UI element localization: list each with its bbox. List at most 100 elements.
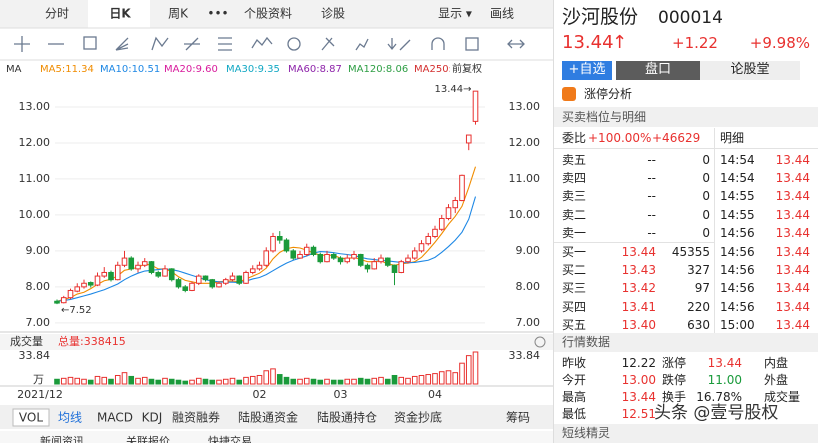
book-label: 卖三 [562, 189, 587, 204]
tick-time: 14:54 [720, 153, 755, 167]
quote-cell: 成交量 [764, 390, 801, 404]
legend-entry: MA250: [414, 64, 452, 75]
volume-bar [364, 378, 371, 385]
volume-bar [209, 379, 216, 385]
candle-body [243, 271, 249, 284]
limit-analysis[interactable]: 涨停分析 [584, 87, 633, 101]
indicator-tab[interactable]: KDJ [142, 411, 163, 425]
volume-unit: 万 [33, 373, 44, 386]
volume-bar [371, 377, 378, 385]
volume-bar [54, 378, 60, 385]
volume-bar [155, 379, 162, 385]
indicator-tab[interactable]: MACD [97, 411, 133, 425]
volume-bar [432, 373, 438, 385]
book-price: 13.44 [621, 245, 656, 259]
book-volume: 0 [702, 189, 710, 204]
tab[interactable]: 个股资料 [244, 7, 292, 21]
y-tick-label: 7.00 [516, 316, 541, 329]
volume-bar [222, 378, 229, 385]
book-label: 卖五 [562, 153, 587, 167]
tab[interactable]: 显示 ▾ [438, 7, 472, 21]
candle-body [135, 264, 141, 270]
candle-body [465, 134, 472, 144]
candle-body [249, 268, 256, 273]
section-header [554, 424, 818, 443]
y-tick-label: 9.00 [516, 244, 541, 257]
book-label: 买一 [562, 245, 587, 259]
legend-entry: MA120:8.06 [348, 64, 408, 75]
tab[interactable]: ••• [207, 7, 228, 21]
volume-header [0, 334, 553, 350]
button[interactable]: +自选 [562, 61, 612, 80]
indicator-tab[interactable]: 融资融券 [172, 410, 220, 425]
tick-price: 13.44 [775, 281, 810, 296]
section-header [554, 333, 818, 352]
volume-bar [317, 379, 324, 385]
candle-body [162, 268, 168, 277]
volume-bar [337, 379, 344, 385]
ratio: +100.00% [588, 131, 652, 145]
volume-bar [276, 374, 283, 385]
volume-bar [330, 379, 337, 385]
book-label: 买三 [562, 281, 587, 296]
volume-bar [148, 378, 155, 385]
indicator-tab[interactable]: 均线 [58, 411, 82, 425]
quote-cell: 13.00 [621, 373, 656, 387]
low-annotation: ←7.52 [61, 305, 92, 316]
tab[interactable]: 分时 [45, 7, 69, 21]
book-volume: 0 [702, 225, 710, 240]
quote-cell: 内盘 [764, 356, 789, 370]
candle-body [263, 250, 270, 266]
tick-time: 14:56 [720, 299, 755, 314]
volume-bar [128, 375, 135, 385]
y-tick-label: 11.00 [19, 172, 51, 185]
y-tick-label: 11.00 [509, 172, 541, 185]
indicator-tab[interactable]: 筹码 [506, 411, 530, 425]
bottom-tab[interactable]: 快捷交易 [208, 434, 252, 443]
candle-body [432, 228, 438, 237]
volume-bar [236, 379, 243, 385]
candle-body [236, 275, 243, 284]
candle-body [155, 271, 162, 277]
tab[interactable]: 画线 [490, 7, 514, 21]
indicator-tab[interactable]: 陆股通资金 [238, 410, 298, 425]
candle-body [222, 279, 229, 284]
volume-bar [398, 376, 405, 385]
button[interactable]: 论股堂 [700, 61, 800, 80]
toolbar [14, 36, 525, 52]
volume-bar [94, 375, 101, 385]
candle-body [398, 261, 405, 273]
candle-body [60, 297, 67, 304]
settings-icon[interactable] [534, 336, 546, 348]
volume-bar [459, 362, 465, 385]
legend-mask [450, 62, 490, 76]
volume-bar [195, 377, 202, 385]
book-volume: 97 [694, 281, 710, 296]
book-volume: 220 [687, 299, 710, 314]
tab[interactable]: 日K [109, 7, 131, 21]
tick-time: 14:56 [720, 281, 755, 296]
volume-bar [141, 376, 148, 385]
indicator-name: MA [6, 64, 22, 75]
stock-name: 沙河股份 [562, 6, 639, 28]
candle-body [317, 253, 324, 263]
bottom-tab[interactable]: 关联报价 [126, 434, 170, 443]
button[interactable]: 盘口 [616, 61, 700, 80]
volume-bar [243, 376, 249, 385]
divider [554, 242, 714, 243]
indicator-tab[interactable]: VOL [19, 411, 43, 425]
candle-body [101, 271, 108, 277]
divider [554, 148, 818, 149]
bottom-tab[interactable]: 新闻资讯 [40, 434, 84, 443]
indicator-tab[interactable]: 陆股通持仓 [317, 410, 377, 425]
tab[interactable]: 诊股 [321, 7, 345, 21]
indicator-tab[interactable]: 资金抄底 [394, 410, 442, 425]
tick-price: 13.44 [775, 207, 810, 222]
candle-body [141, 261, 148, 266]
legend-entry: MA20:9.60 [164, 64, 218, 75]
volume-bar [283, 376, 290, 385]
candle-body [391, 264, 398, 273]
tab[interactable]: 周K [168, 7, 189, 21]
book-price: 13.42 [621, 281, 656, 296]
candle-body [114, 264, 121, 281]
